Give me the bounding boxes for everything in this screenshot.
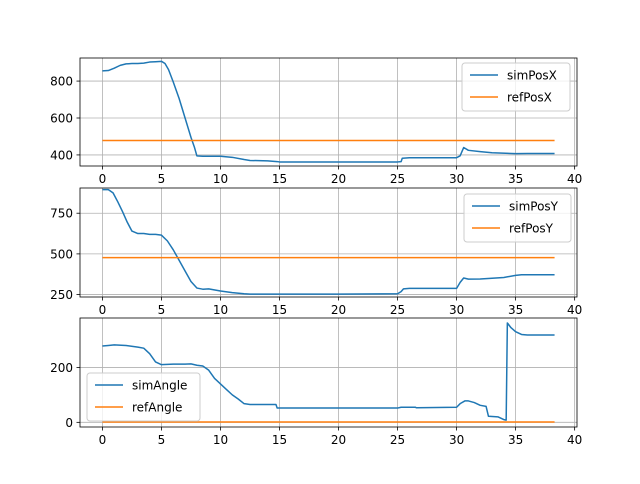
legend: simPosX refPosX (461, 62, 571, 112)
x-tick-label: 30 (449, 433, 464, 447)
x-tick-label: 20 (331, 172, 346, 186)
subplot-2: 0 5 10 15 20 25 30 35 40 250 500 750 simPosY refPosY (50, 187, 582, 317)
axes-frame (79, 317, 578, 428)
x-tick-label: 10 (213, 433, 228, 447)
axes-frame (79, 57, 578, 167)
legend-label: refPosX (507, 91, 552, 105)
y-tick-label: 0 (65, 416, 73, 430)
y-tick-label: 750 (50, 207, 73, 221)
legend-label: simPosX (507, 69, 557, 83)
x-tick-label: 30 (449, 172, 464, 186)
x-tick-label: 40 (567, 433, 582, 447)
legend-label: simPosY (509, 200, 559, 214)
x-tick-label: 35 (508, 303, 523, 317)
x-tick-label: 20 (331, 433, 346, 447)
x-tick-label: 10 (213, 172, 228, 186)
y-tick-label: 800 (50, 75, 73, 89)
x-tick-label: 40 (567, 172, 582, 186)
x-tick-label: 0 (99, 172, 107, 186)
y-tick-label: 400 (50, 148, 73, 162)
series-group (102, 188, 555, 295)
legend: simPosY refPosY (463, 193, 572, 243)
x-tick-label: 20 (331, 303, 346, 317)
legend-label: refAngle (132, 401, 182, 415)
x-tick-label: 15 (272, 433, 287, 447)
x-tick-label: 0 (99, 433, 107, 447)
axes-frame (79, 187, 578, 298)
x-tick-label: 5 (158, 433, 166, 447)
subplot-1: 0 5 10 15 20 25 30 35 40 400 600 800 simPosX refPosX (50, 57, 582, 186)
y-tick-label: 200 (50, 361, 73, 375)
x-tick-label: 35 (508, 172, 523, 186)
x-tick-label: 15 (272, 172, 287, 186)
legend-label: refPosY (509, 222, 554, 236)
x-tick-label: 0 (99, 303, 107, 317)
y-tick-label: 500 (50, 247, 73, 261)
legend: simAngle refAngle (86, 372, 201, 422)
series-group (102, 60, 555, 163)
x-tick-label: 35 (508, 433, 523, 447)
series-line-simPosX (102, 60, 555, 163)
x-tick-label: 5 (158, 172, 166, 186)
y-tick-label: 600 (50, 112, 73, 126)
x-tick-label: 25 (390, 172, 405, 186)
legend-label: simAngle (132, 379, 187, 393)
x-tick-label: 40 (567, 303, 582, 317)
series-group (102, 322, 555, 423)
x-tick-label: 25 (390, 303, 405, 317)
x-tick-label: 10 (213, 303, 228, 317)
series-line-simPosY (102, 188, 555, 295)
x-tick-label: 25 (390, 433, 405, 447)
x-tick-label: 5 (158, 303, 166, 317)
subplot-3: 0 5 10 15 20 25 30 35 40 0 200 simAngle refAngle (50, 317, 582, 447)
x-tick-label: 30 (449, 303, 464, 317)
y-tick-label: 250 (50, 288, 73, 302)
x-tick-label: 15 (272, 303, 287, 317)
series-line-simAngle (102, 322, 555, 421)
